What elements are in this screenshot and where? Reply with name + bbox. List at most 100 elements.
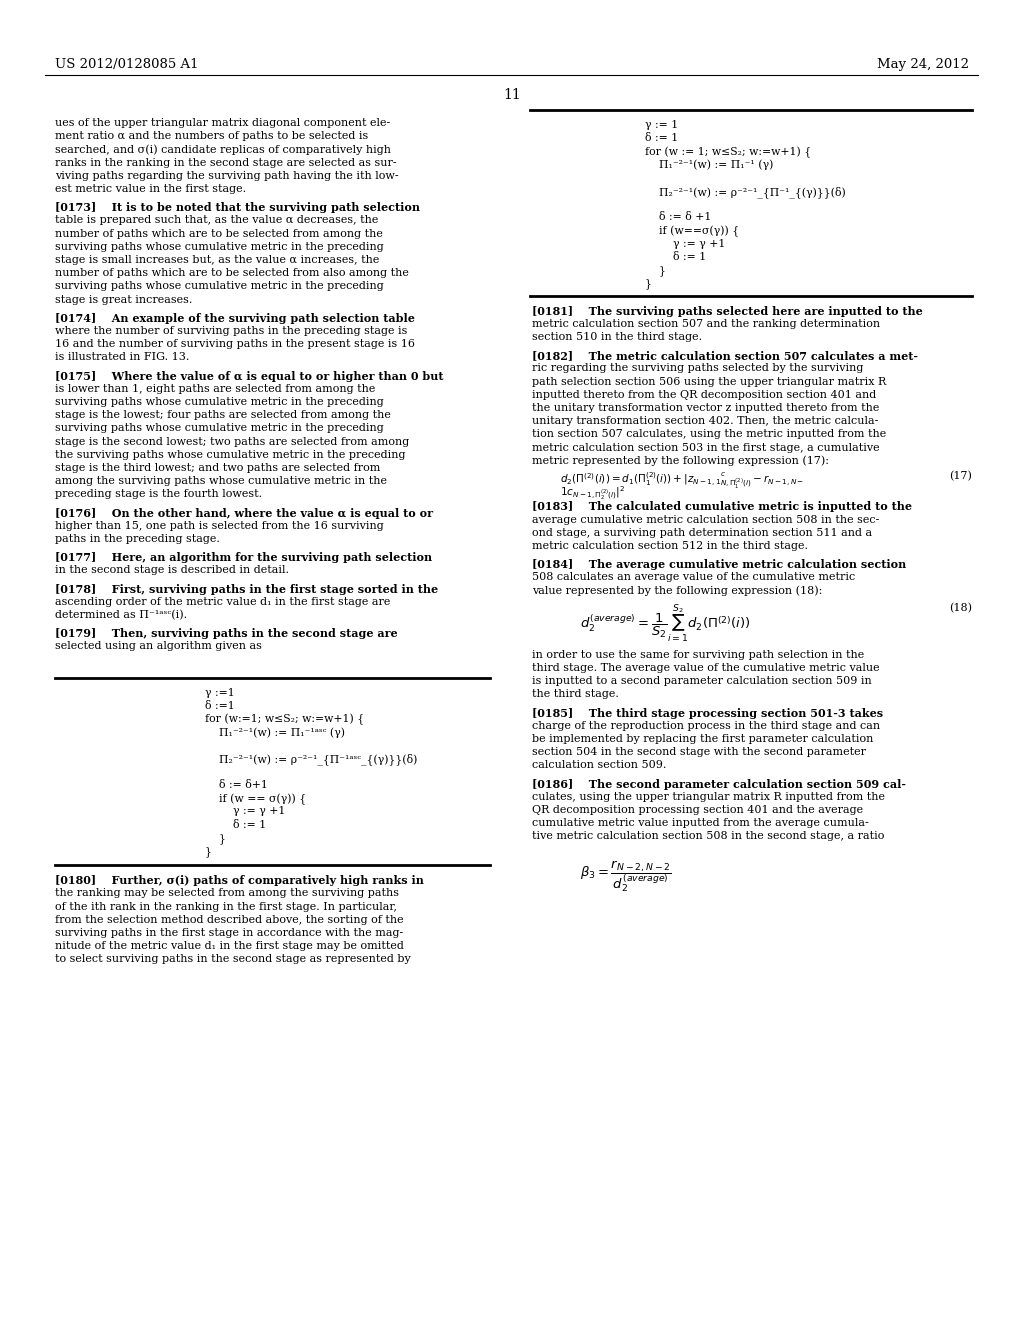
Text: δ := δ +1: δ := δ +1 bbox=[645, 213, 712, 222]
Text: [0182]    The metric calculation section 507 calculates a met-: [0182] The metric calculation section 50… bbox=[532, 350, 918, 362]
Text: nitude of the metric value d₁ in the first stage may be omitted: nitude of the metric value d₁ in the fir… bbox=[55, 941, 403, 952]
Text: culates, using the upper triangular matrix R inputted from the: culates, using the upper triangular matr… bbox=[532, 792, 885, 801]
Text: Π₁⁻²⁻¹(w) := Π₁⁻¹ᵃˢᶜ (γ): Π₁⁻²⁻¹(w) := Π₁⁻¹ᵃˢᶜ (γ) bbox=[205, 727, 345, 738]
Text: number of paths which are to be selected from among the: number of paths which are to be selected… bbox=[55, 228, 383, 239]
Text: where the number of surviving paths in the preceding stage is: where the number of surviving paths in t… bbox=[55, 326, 408, 337]
Text: the third stage.: the third stage. bbox=[532, 689, 618, 700]
Text: [0173]    It is to be noted that the surviving path selection: [0173] It is to be noted that the surviv… bbox=[55, 202, 420, 214]
Text: γ := γ +1: γ := γ +1 bbox=[645, 239, 725, 248]
Text: tive metric calculation section 508 in the second stage, a ratio: tive metric calculation section 508 in t… bbox=[532, 832, 885, 841]
Text: Π₁⁻²⁻¹(w) := Π₁⁻¹ (γ): Π₁⁻²⁻¹(w) := Π₁⁻¹ (γ) bbox=[645, 160, 773, 170]
Text: est metric value in the first stage.: est metric value in the first stage. bbox=[55, 183, 246, 194]
Text: 508 calculates an average value of the cumulative metric: 508 calculates an average value of the c… bbox=[532, 573, 855, 582]
Text: among the surviving paths whose cumulative metric in the: among the surviving paths whose cumulati… bbox=[55, 477, 387, 486]
Text: $d_2(\Pi^{(2)}(i))=d_1(\Pi_1^{(2)}(i))+|z_{N-1,1}{}^c_{N,\Pi_1^{(2)}(i)}-r_{N-1,: $d_2(\Pi^{(2)}(i))=d_1(\Pi_1^{(2)}(i))+|… bbox=[560, 471, 804, 491]
Text: γ :=1: γ :=1 bbox=[205, 688, 234, 697]
Text: ric regarding the surviving paths selected by the surviving: ric regarding the surviving paths select… bbox=[532, 363, 863, 374]
Text: stage is the third lowest; and two paths are selected from: stage is the third lowest; and two paths… bbox=[55, 463, 380, 473]
Text: calculation section 509.: calculation section 509. bbox=[532, 760, 667, 771]
Text: unitary transformation section 402. Then, the metric calcula-: unitary transformation section 402. Then… bbox=[532, 416, 879, 426]
Text: May 24, 2012: May 24, 2012 bbox=[877, 58, 969, 71]
Text: QR decomposition processing section 401 and the average: QR decomposition processing section 401 … bbox=[532, 805, 863, 814]
Text: $\beta_3 = \dfrac{r_{N-2,N-2}}{d_2^{(average)}}$: $\beta_3 = \dfrac{r_{N-2,N-2}}{d_2^{(ave… bbox=[580, 858, 672, 894]
Text: in the second stage is described in detail.: in the second stage is described in deta… bbox=[55, 565, 289, 576]
Text: surviving paths whose cumulative metric in the preceding: surviving paths whose cumulative metric … bbox=[55, 397, 384, 407]
Text: cumulative metric value inputted from the average cumula-: cumulative metric value inputted from th… bbox=[532, 818, 868, 828]
Text: [0178]    First, surviving paths in the first stage sorted in the: [0178] First, surviving paths in the fir… bbox=[55, 583, 438, 594]
Text: Π₂⁻²⁻¹(w) := ρ⁻²⁻¹_{Π⁻¹_{(γ)}}(δ): Π₂⁻²⁻¹(w) := ρ⁻²⁻¹_{Π⁻¹_{(γ)}}(δ) bbox=[645, 186, 846, 198]
Text: }: } bbox=[205, 833, 226, 843]
Text: $d_2^{(average)} = \dfrac{1}{S_2} \sum_{i=1}^{S_2} d_2(\Pi^{(2)}(i))$: $d_2^{(average)} = \dfrac{1}{S_2} \sum_{… bbox=[580, 603, 751, 645]
Text: [0184]    The average cumulative metric calculation section: [0184] The average cumulative metric cal… bbox=[532, 560, 906, 570]
Text: [0180]    Further, σ(i) paths of comparatively high ranks in: [0180] Further, σ(i) paths of comparativ… bbox=[55, 875, 424, 886]
Text: δ := 1: δ := 1 bbox=[645, 252, 707, 261]
Text: δ := 1: δ := 1 bbox=[205, 820, 266, 829]
Text: γ := γ +1: γ := γ +1 bbox=[205, 807, 286, 816]
Text: }: } bbox=[645, 265, 666, 276]
Text: table is prepared such that, as the value α decreases, the: table is prepared such that, as the valu… bbox=[55, 215, 379, 226]
Text: to select surviving paths in the second stage as represented by: to select surviving paths in the second … bbox=[55, 954, 411, 965]
Text: stage is great increases.: stage is great increases. bbox=[55, 294, 193, 305]
Text: ascending order of the metric value d₁ in the first stage are: ascending order of the metric value d₁ i… bbox=[55, 597, 390, 607]
Text: [0176]    On the other hand, where the value α is equal to or: [0176] On the other hand, where the valu… bbox=[55, 508, 433, 519]
Text: ment ratio α and the numbers of paths to be selected is: ment ratio α and the numbers of paths to… bbox=[55, 131, 369, 141]
Text: section 510 in the third stage.: section 510 in the third stage. bbox=[532, 333, 702, 342]
Text: stage is small increases but, as the value α increases, the: stage is small increases but, as the val… bbox=[55, 255, 379, 265]
Text: [0181]    The surviving paths selected here are inputted to the: [0181] The surviving paths selected here… bbox=[532, 306, 923, 317]
Text: US 2012/0128085 A1: US 2012/0128085 A1 bbox=[55, 58, 199, 71]
Text: ues of the upper triangular matrix diagonal component ele-: ues of the upper triangular matrix diago… bbox=[55, 117, 390, 128]
Text: from the selection method described above, the sorting of the: from the selection method described abov… bbox=[55, 915, 403, 925]
Text: charge of the reproduction process in the third stage and can: charge of the reproduction process in th… bbox=[532, 721, 880, 731]
Text: [0174]    An example of the surviving path selection table: [0174] An example of the surviving path … bbox=[55, 313, 415, 323]
Text: ranks in the ranking in the second stage are selected as sur-: ranks in the ranking in the second stage… bbox=[55, 157, 396, 168]
Text: is lower than 1, eight paths are selected from among the: is lower than 1, eight paths are selecte… bbox=[55, 384, 376, 393]
Text: number of paths which are to be selected from also among the: number of paths which are to be selected… bbox=[55, 268, 409, 279]
Text: [0177]    Here, an algorithm for the surviving path selection: [0177] Here, an algorithm for the surviv… bbox=[55, 552, 432, 564]
Text: (18): (18) bbox=[949, 603, 972, 612]
Text: determined as Π⁻¹ᵃˢᶜ(i).: determined as Π⁻¹ᵃˢᶜ(i). bbox=[55, 610, 187, 620]
Text: tion section 507 calculates, using the metric inputted from the: tion section 507 calculates, using the m… bbox=[532, 429, 886, 440]
Text: [0175]    Where the value of α is equal to or higher than 0 but: [0175] Where the value of α is equal to … bbox=[55, 371, 443, 381]
Text: if (w==σ(γ)) {: if (w==σ(γ)) { bbox=[645, 226, 739, 238]
Text: the surviving paths whose cumulative metric in the preceding: the surviving paths whose cumulative met… bbox=[55, 450, 406, 459]
Text: surviving paths whose cumulative metric in the preceding: surviving paths whose cumulative metric … bbox=[55, 242, 384, 252]
Text: }: } bbox=[205, 846, 212, 857]
Text: δ := δ+1: δ := δ+1 bbox=[205, 780, 268, 789]
Text: δ :=1: δ :=1 bbox=[205, 701, 234, 710]
Text: surviving paths whose cumulative metric in the preceding: surviving paths whose cumulative metric … bbox=[55, 281, 384, 292]
Text: metric calculation section 507 and the ranking determination: metric calculation section 507 and the r… bbox=[532, 319, 880, 329]
Text: section 504 in the second stage with the second parameter: section 504 in the second stage with the… bbox=[532, 747, 866, 758]
Text: Π₂⁻²⁻¹(w) := ρ⁻²⁻¹_{Π⁻¹ᵃˢᶜ_{(γ)}}(δ): Π₂⁻²⁻¹(w) := ρ⁻²⁻¹_{Π⁻¹ᵃˢᶜ_{(γ)}}(δ) bbox=[205, 754, 418, 766]
Text: }: } bbox=[645, 279, 652, 289]
Text: metric represented by the following expression (17):: metric represented by the following expr… bbox=[532, 455, 829, 466]
Text: surviving paths in the first stage in accordance with the mag-: surviving paths in the first stage in ac… bbox=[55, 928, 403, 939]
Text: higher than 15, one path is selected from the 16 surviving: higher than 15, one path is selected fro… bbox=[55, 521, 384, 531]
Text: is illustrated in FIG. 13.: is illustrated in FIG. 13. bbox=[55, 352, 189, 363]
Text: for (w := 1; w≤S₂; w:=w+1) {: for (w := 1; w≤S₂; w:=w+1) { bbox=[645, 147, 811, 158]
Text: surviving paths whose cumulative metric in the preceding: surviving paths whose cumulative metric … bbox=[55, 424, 384, 433]
Text: $1c_{N-1,\Pi_2^{(2)}(i)}|^2$: $1c_{N-1,\Pi_2^{(2)}(i)}|^2$ bbox=[560, 484, 626, 502]
Text: paths in the preceding stage.: paths in the preceding stage. bbox=[55, 535, 220, 544]
Text: third stage. The average value of the cumulative metric value: third stage. The average value of the cu… bbox=[532, 663, 880, 673]
Text: the ranking may be selected from among the surviving paths: the ranking may be selected from among t… bbox=[55, 888, 399, 899]
Text: the unitary transformation vector z inputted thereto from the: the unitary transformation vector z inpu… bbox=[532, 403, 880, 413]
Text: preceding stage is the fourth lowest.: preceding stage is the fourth lowest. bbox=[55, 490, 262, 499]
Text: [0183]    The calculated cumulative metric is inputted to the: [0183] The calculated cumulative metric … bbox=[532, 502, 912, 512]
Text: δ := 1: δ := 1 bbox=[645, 133, 678, 143]
Text: of the ith rank in the ranking in the first stage. In particular,: of the ith rank in the ranking in the fi… bbox=[55, 902, 397, 912]
Text: metric calculation section 512 in the third stage.: metric calculation section 512 in the th… bbox=[532, 541, 808, 550]
Text: [0185]    The third stage processing section 501-3 takes: [0185] The third stage processing sectio… bbox=[532, 708, 883, 718]
Text: average cumulative metric calculation section 508 in the sec-: average cumulative metric calculation se… bbox=[532, 515, 880, 524]
Text: stage is the second lowest; two paths are selected from among: stage is the second lowest; two paths ar… bbox=[55, 437, 410, 446]
Text: path selection section 506 using the upper triangular matrix R: path selection section 506 using the upp… bbox=[532, 376, 886, 387]
Text: metric calculation section 503 in the first stage, a cumulative: metric calculation section 503 in the fi… bbox=[532, 442, 880, 453]
Text: is inputted to a second parameter calculation section 509 in: is inputted to a second parameter calcul… bbox=[532, 676, 871, 686]
Text: selected using an algorithm given as: selected using an algorithm given as bbox=[55, 642, 262, 651]
Text: [0179]    Then, surviving paths in the second stage are: [0179] Then, surviving paths in the seco… bbox=[55, 628, 397, 639]
Text: in order to use the same for surviving path selection in the: in order to use the same for surviving p… bbox=[532, 649, 864, 660]
Text: viving paths regarding the surviving path having the ith low-: viving paths regarding the surviving pat… bbox=[55, 170, 398, 181]
Text: stage is the lowest; four paths are selected from among the: stage is the lowest; four paths are sele… bbox=[55, 411, 391, 420]
Text: ond stage, a surviving path determination section 511 and a: ond stage, a surviving path determinatio… bbox=[532, 528, 872, 537]
Text: γ := 1: γ := 1 bbox=[645, 120, 678, 129]
Text: for (w:=1; w≤S₂; w:=w+1) {: for (w:=1; w≤S₂; w:=w+1) { bbox=[205, 714, 365, 726]
